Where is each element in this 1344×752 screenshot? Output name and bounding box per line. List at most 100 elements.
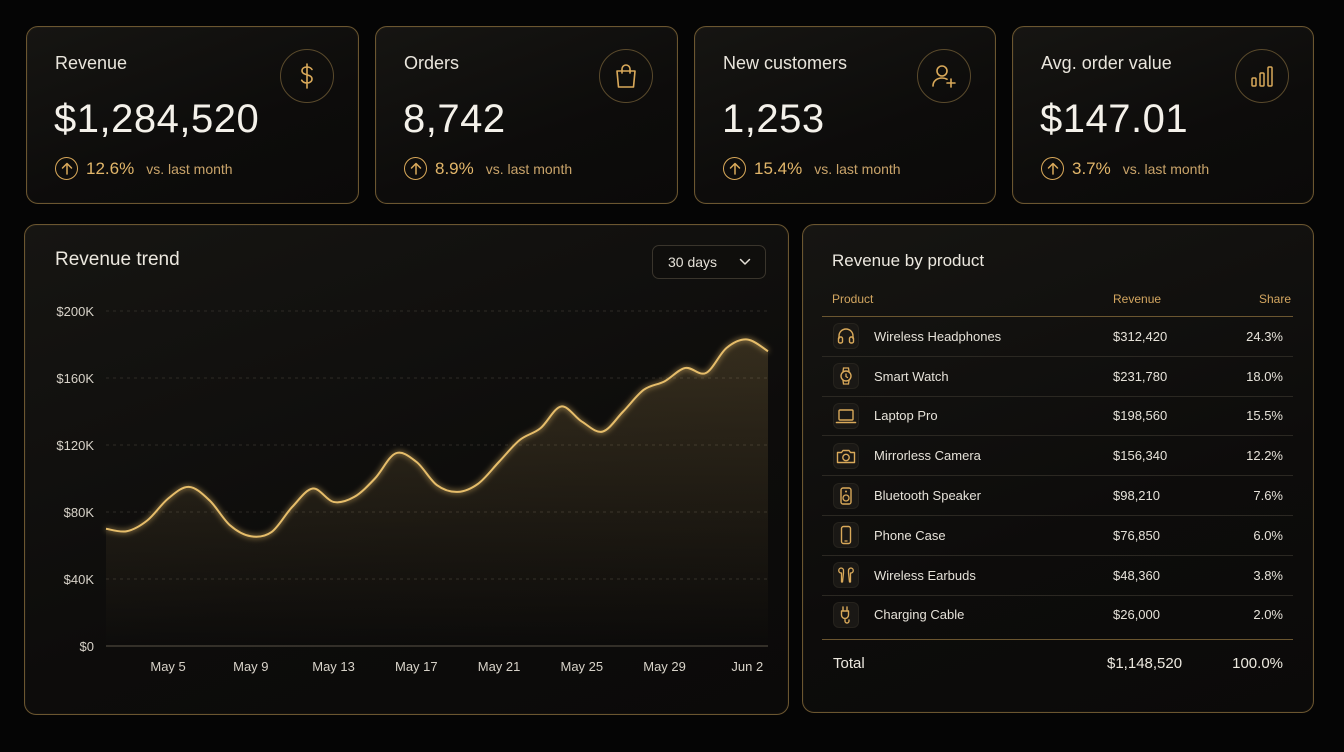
arrow-up-icon [1041, 157, 1064, 180]
user-plus-icon [917, 49, 971, 103]
earbuds-icon [833, 562, 859, 589]
kpi-comparison: vs. last month [485, 160, 573, 177]
arrow-up-icon [404, 157, 427, 180]
kpi-change-percent: 3.7% [1072, 158, 1111, 178]
kpi-change-percent: 15.4% [754, 158, 803, 178]
y-tick-label: $200K [56, 304, 94, 319]
kpi-card-new-customers: New customers 1,253 15.4% vs. last month [694, 26, 996, 204]
product-name: Charging Cable [874, 607, 965, 623]
revenue-area-fill [106, 339, 768, 646]
camera-icon [833, 442, 859, 469]
range-dropdown[interactable]: 30 days [652, 245, 766, 279]
product-name: Bluetooth Speaker [874, 488, 981, 504]
x-tick-label: May 5 [150, 659, 185, 674]
product-name: Mirrorless Camera [874, 448, 981, 464]
watch-icon [833, 363, 859, 390]
product-revenue: $76,850 [1113, 527, 1160, 543]
headphones-icon [833, 323, 859, 350]
table-row[interactable]: Phone Case $76,850 6.0% [822, 514, 1293, 555]
product-share: 18.0% [1246, 368, 1283, 384]
table-row[interactable]: Wireless Earbuds $48,360 3.8% [822, 554, 1293, 595]
kpi-change-percent: 12.6% [86, 158, 135, 178]
product-share: 15.5% [1246, 408, 1283, 424]
product-revenue: $231,780 [1113, 368, 1168, 384]
product-share: 12.2% [1246, 448, 1283, 464]
laptop-icon [833, 402, 859, 429]
kpi-value: $147.01 [1040, 97, 1189, 141]
product-share: 6.0% [1253, 527, 1283, 543]
arrow-up-icon [55, 157, 78, 180]
product-revenue: $48,360 [1113, 567, 1160, 583]
product-revenue: $26,000 [1113, 607, 1160, 623]
product-name: Wireless Earbuds [874, 567, 976, 583]
x-tick-label: May 9 [233, 659, 268, 674]
kpi-change: 15.4% vs. last month [723, 157, 901, 180]
kpi-card-revenue: Revenue $1,284,520 12.6% vs. last month [26, 26, 359, 204]
product-name: Smart Watch [874, 368, 949, 384]
product-revenue: $98,210 [1113, 488, 1160, 504]
chevron-down-icon [739, 258, 751, 265]
table-row[interactable]: Bluetooth Speaker $98,210 7.6% [822, 475, 1293, 515]
product-table-body: Wireless Headphones $312,420 24.3% Smart… [822, 316, 1293, 634]
phone-icon [833, 522, 859, 549]
table-row[interactable]: Laptop Pro $198,560 15.5% [822, 395, 1293, 436]
kpi-card-orders: Orders 8,742 8.9% vs. last month [375, 26, 678, 204]
kpi-label: Orders [404, 53, 460, 73]
product-revenue: $312,420 [1113, 328, 1168, 344]
kpi-comparison: vs. last month [814, 160, 901, 177]
table-row[interactable]: Mirrorless Camera $156,340 12.2% [822, 435, 1293, 475]
y-tick-label: $80K [64, 505, 95, 520]
dollar-icon [280, 49, 334, 103]
column-header-product: Product [832, 292, 874, 306]
product-share: 7.6% [1253, 488, 1283, 504]
product-name: Laptop Pro [874, 408, 938, 424]
product-revenue: $156,340 [1113, 448, 1168, 464]
total-label: Total [833, 655, 865, 672]
total-row: Total $1,148,520 100.0% [822, 639, 1293, 685]
x-tick-label: May 29 [643, 659, 686, 674]
table-title: Revenue by product [832, 251, 985, 270]
x-tick-label: May 25 [560, 659, 603, 674]
table-row[interactable]: Wireless Headphones $312,420 24.3% [822, 316, 1293, 356]
x-tick-label: May 17 [395, 659, 438, 674]
kpi-label: Avg. order value [1041, 53, 1172, 73]
bar-chart-icon [1235, 49, 1289, 103]
table-row[interactable]: Smart Watch $231,780 18.0% [822, 355, 1293, 396]
kpi-card-avg-order-value: Avg. order value $147.01 3.7% vs. last m… [1012, 26, 1314, 204]
total-share: 100.0% [1232, 655, 1283, 672]
kpi-value: $1,284,520 [54, 97, 260, 141]
product-share: 3.8% [1253, 567, 1283, 583]
revenue-trend-card: Revenue trend 30 days $0 $40K $80K $120K $16… [24, 224, 789, 715]
cable-icon [833, 601, 859, 628]
product-name: Wireless Headphones [874, 328, 1002, 344]
kpi-value: 8,742 [403, 97, 506, 141]
revenue-by-product-card: Revenue by product Product Revenue Share… [802, 224, 1314, 713]
kpi-change: 12.6% vs. last month [55, 157, 233, 180]
x-tick-label: Jun 2 [731, 659, 763, 674]
kpi-value: 1,253 [722, 97, 825, 141]
kpi-change: 3.7% vs. last month [1041, 157, 1209, 180]
product-share: 2.0% [1253, 607, 1283, 623]
y-tick-label: $120K [56, 438, 94, 453]
revenue-series-line [105, 338, 769, 538]
kpi-comparison: vs. last month [1122, 160, 1210, 177]
kpi-comparison: vs. last month [146, 160, 233, 177]
kpi-label: New customers [723, 53, 848, 73]
y-tick-label: $0 [80, 639, 94, 654]
shopping-bag-icon [599, 49, 653, 103]
product-share: 24.3% [1246, 328, 1283, 344]
revenue-line-chart: $0 $40K $80K $120K $160K $200K May 5 May 9 May 1… [56, 304, 769, 674]
kpi-change: 8.9% vs. last month [404, 157, 572, 180]
total-revenue: $1,148,520 [1107, 655, 1183, 672]
x-tick-label: May 13 [312, 659, 355, 674]
kpi-change-percent: 8.9% [435, 158, 474, 178]
column-header-revenue: Revenue [1113, 292, 1162, 306]
product-revenue: $198,560 [1113, 408, 1168, 424]
column-header-share: Share [1258, 292, 1291, 306]
y-tick-label: $40K [64, 572, 95, 587]
y-tick-label: $160K [56, 371, 94, 386]
kpi-label: Revenue [55, 53, 128, 73]
range-dropdown-value: 30 days [668, 254, 718, 270]
table-row[interactable]: Charging Cable $26,000 2.0% [822, 594, 1293, 635]
speaker-icon [833, 482, 859, 509]
